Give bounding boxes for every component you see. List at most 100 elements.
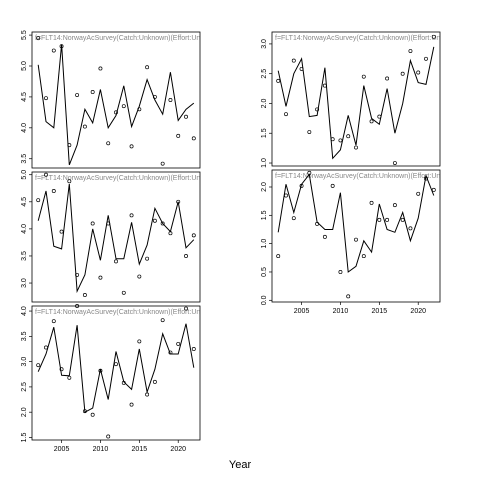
- observed-point: [330, 183, 335, 188]
- observed-point: [152, 218, 157, 223]
- x-tick-label: 2015: [132, 446, 148, 453]
- panel-frame: [271, 31, 441, 167]
- observed-point: [299, 183, 304, 188]
- panels-layer: f=FLT14:NorwayAcSurvey(Catch:Unknown)(Ef…: [21, 30, 441, 453]
- x-tick-label: 2020: [410, 308, 426, 315]
- observed-point: [354, 145, 358, 150]
- panel-strip-label: f=FLT14:NorwayAcSurvey(Catch:Unknown)(Ef…: [275, 35, 440, 42]
- observed-point: [121, 380, 126, 385]
- observed-point: [106, 221, 111, 226]
- observed-point: [431, 187, 436, 192]
- panel-3: f=FLT14:NorwayAcSurvey(Catch:Unknown)(Ef…: [21, 304, 201, 453]
- y-tick-label: 3.5: [21, 154, 28, 164]
- observed-point: [121, 290, 126, 295]
- observed-point: [330, 137, 335, 142]
- y-tick-label: 1.0: [261, 158, 268, 168]
- y-tick-label: 4.0: [21, 306, 28, 316]
- observed-point: [106, 141, 111, 146]
- observed-point: [36, 36, 41, 41]
- observed-point: [75, 304, 80, 308]
- y-tick-label: 5.0: [21, 170, 28, 180]
- observed-point: [385, 217, 390, 222]
- fitted-series-line: [37, 44, 195, 166]
- observed-point: [424, 176, 428, 181]
- observed-point: [184, 114, 188, 119]
- observed-point: [90, 221, 95, 226]
- y-tick-label: 2.5: [261, 69, 268, 79]
- observed-point: [152, 379, 157, 384]
- y-tick-label: 3.0: [261, 39, 268, 49]
- observed-point: [160, 318, 165, 323]
- panel-frame: [271, 169, 441, 303]
- observed-point: [82, 409, 87, 414]
- observed-point: [315, 221, 320, 226]
- observed-point: [106, 434, 111, 439]
- observed-point: [67, 179, 72, 184]
- observed-point: [338, 270, 343, 274]
- observed-point: [90, 90, 95, 94]
- observed-point: [129, 402, 134, 407]
- observed-point: [98, 275, 103, 280]
- panel-strip-label: f=FLT14:NorwayAcSurvey(Catch:Unknown)(Ef…: [275, 173, 440, 180]
- y-tick-label: 5.5: [21, 30, 28, 40]
- observed-point: [176, 133, 181, 138]
- observed-point: [322, 83, 327, 88]
- x-tick-label: 2010: [93, 446, 109, 453]
- observed-point: [176, 341, 181, 346]
- panel-5: f=FLT14:NorwayAcSurvey(Catch:Unknown)(Ef…: [261, 169, 441, 315]
- observed-point: [176, 199, 181, 204]
- observed-point: [408, 49, 413, 54]
- observed-point: [361, 74, 366, 79]
- observed-point: [191, 233, 196, 238]
- x-axis-title: Year: [228, 459, 252, 471]
- y-tick-label: 3.0: [21, 357, 28, 367]
- observed-point: [392, 203, 397, 208]
- observed-point: [168, 350, 173, 355]
- y-tick-label: 3.5: [21, 251, 28, 261]
- observed-point: [299, 66, 304, 71]
- panel-1: f=FLT14:NorwayAcSurvey(Catch:Unknown)(Ef…: [21, 30, 201, 169]
- observed-point: [44, 345, 48, 350]
- observed-point: [114, 362, 118, 367]
- observed-point: [145, 256, 150, 261]
- observed-point: [59, 44, 64, 49]
- observed-point: [44, 96, 48, 101]
- observed-point: [145, 65, 150, 70]
- x-tick-label: 2005: [294, 308, 310, 315]
- x-tick-label: 2020: [170, 446, 186, 453]
- observed-point: [369, 119, 374, 124]
- observed-point: [346, 294, 351, 299]
- y-tick-label: 1.5: [261, 128, 268, 138]
- observed-point: [400, 217, 405, 222]
- fitted-series-line: [37, 323, 195, 413]
- y-tick-label: 2.0: [261, 182, 268, 192]
- panel-strip-label: f=FLT14:NorwayAcSurvey(Catch:Unknown)(Ef…: [35, 175, 200, 182]
- observed-point: [90, 412, 95, 417]
- observed-point: [82, 293, 87, 297]
- panel-4: f=FLT14:NorwayAcSurvey(Catch:Unknown)(Ef…: [261, 31, 441, 168]
- observed-point: [315, 107, 320, 112]
- observed-point: [98, 368, 103, 373]
- observed-point: [75, 272, 80, 277]
- observed-point: [307, 170, 312, 175]
- observed-point: [129, 213, 134, 218]
- y-tick-label: 4.5: [21, 92, 28, 102]
- y-tick-label: 1.5: [21, 433, 28, 443]
- observed-point: [338, 138, 343, 143]
- y-tick-label: 0.5: [261, 267, 268, 277]
- x-tick-label: 2010: [333, 308, 349, 315]
- observed-point: [416, 70, 421, 75]
- observed-point: [307, 130, 312, 135]
- y-tick-label: 1.5: [261, 210, 268, 220]
- observed-point: [291, 216, 296, 221]
- x-tick-label: 2005: [54, 446, 70, 453]
- observed-point: [137, 107, 142, 112]
- observed-point: [276, 254, 281, 259]
- observed-point: [416, 191, 421, 196]
- observed-point: [361, 254, 366, 259]
- fitted-series-line: [37, 183, 195, 294]
- observed-point: [284, 112, 288, 117]
- observed-point: [191, 136, 196, 141]
- observed-point: [400, 71, 405, 76]
